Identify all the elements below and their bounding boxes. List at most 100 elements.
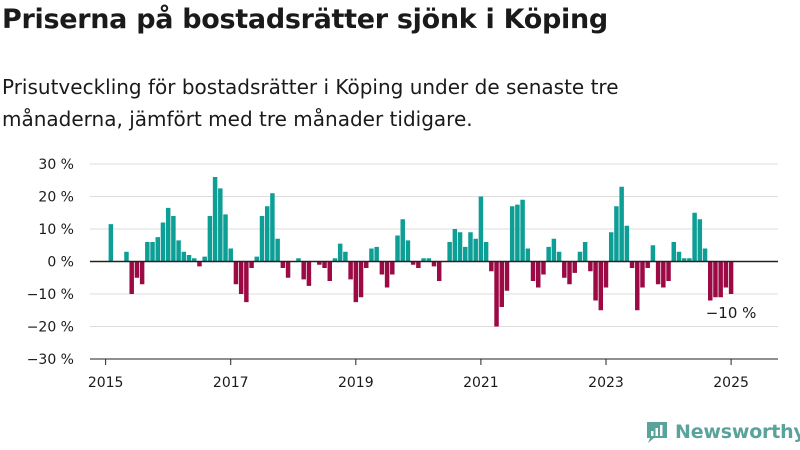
- bar: [619, 186, 624, 262]
- bar: [395, 235, 400, 262]
- bar: [270, 193, 275, 262]
- bar: [447, 242, 452, 262]
- bar: [165, 207, 171, 262]
- bar: [244, 261, 249, 303]
- y-tick-label: 20 %: [38, 190, 74, 206]
- bar: [233, 261, 239, 285]
- bar: [254, 256, 260, 262]
- bar: [150, 242, 155, 262]
- bar: [426, 258, 432, 262]
- bar: [390, 261, 395, 275]
- chart-subtitle: Prisutveckling för bostadsrätter i Köpin…: [2, 75, 619, 131]
- y-tick-label: 0 %: [47, 255, 74, 271]
- bar: [379, 261, 385, 275]
- x-tick-label: 2019: [338, 375, 374, 391]
- bar: [577, 251, 583, 262]
- bar: [207, 216, 213, 262]
- bar: [723, 261, 729, 288]
- y-tick-label: 30 %: [38, 157, 74, 173]
- bar: [588, 261, 593, 272]
- y-tick-label: 10 %: [38, 222, 74, 238]
- bar: [692, 212, 697, 262]
- bar: [478, 196, 484, 262]
- bar: [322, 261, 327, 268]
- bar: [489, 261, 494, 272]
- bar: [473, 238, 478, 262]
- bar: [567, 261, 572, 285]
- bar: [650, 245, 656, 262]
- bar: [176, 240, 181, 262]
- bar: [202, 256, 207, 262]
- bar: [129, 261, 134, 294]
- bar: [410, 261, 416, 265]
- bar: [483, 242, 489, 262]
- bar: [197, 261, 202, 267]
- bar: [713, 261, 718, 298]
- bar: [171, 216, 176, 262]
- bar: [697, 219, 703, 262]
- bar: [280, 261, 286, 268]
- bar: [509, 206, 515, 262]
- bar: [525, 248, 531, 262]
- x-tick-label: 2015: [88, 375, 124, 391]
- x-tick-label: 2025: [713, 375, 749, 391]
- bar: [384, 261, 390, 288]
- bar: [155, 237, 160, 262]
- bar: [139, 261, 145, 285]
- bar: [301, 261, 306, 280]
- bar: [134, 261, 140, 278]
- bar: [400, 219, 405, 262]
- bar: [536, 261, 541, 288]
- bar: [436, 261, 442, 281]
- bar: [296, 258, 301, 262]
- bar: [223, 214, 228, 262]
- x-tick-label: 2021: [463, 375, 499, 391]
- bar: [603, 261, 609, 288]
- bar: [327, 261, 332, 281]
- chart-title: Priserna på bostadsrätter sjönk i Köping: [2, 4, 608, 35]
- x-tick-label: 2017: [213, 375, 249, 391]
- bar: [556, 251, 562, 262]
- bar: [718, 261, 723, 298]
- bar: [192, 258, 197, 262]
- bar: [530, 261, 536, 281]
- bar: [681, 258, 687, 262]
- bar: [212, 177, 218, 262]
- y-tick-label: −10 %: [27, 287, 74, 303]
- bar: [348, 261, 353, 280]
- bar: [572, 261, 577, 273]
- bar: [405, 240, 411, 262]
- bar: [541, 261, 546, 275]
- bar: [708, 261, 713, 301]
- bar: [249, 261, 254, 268]
- bar: [624, 225, 630, 262]
- bar: [702, 248, 708, 262]
- y-tick-label: −20 %: [27, 320, 74, 336]
- bar: [374, 246, 379, 262]
- bar: [431, 261, 437, 267]
- bar: [416, 261, 421, 268]
- bar: [457, 232, 463, 262]
- bar: [635, 261, 640, 311]
- bar: [562, 261, 567, 278]
- bar: [337, 243, 343, 262]
- bar: [259, 216, 265, 262]
- annotation-label: −10 %: [706, 304, 757, 322]
- bar: [452, 229, 458, 262]
- bar: [582, 242, 588, 262]
- bar: [515, 204, 520, 262]
- bar: [468, 232, 473, 262]
- bar: [504, 261, 510, 291]
- newsworthy-brand: Newsworthy: [645, 420, 800, 444]
- bar: [520, 199, 525, 262]
- y-tick-label: −30 %: [27, 352, 74, 368]
- bar: [186, 255, 192, 262]
- bar: [332, 258, 338, 262]
- bar: [551, 238, 557, 262]
- bar: [364, 261, 369, 268]
- bar: [145, 242, 150, 262]
- bar: [124, 251, 129, 262]
- x-tick-label: 2023: [588, 375, 624, 391]
- bar: [666, 261, 671, 281]
